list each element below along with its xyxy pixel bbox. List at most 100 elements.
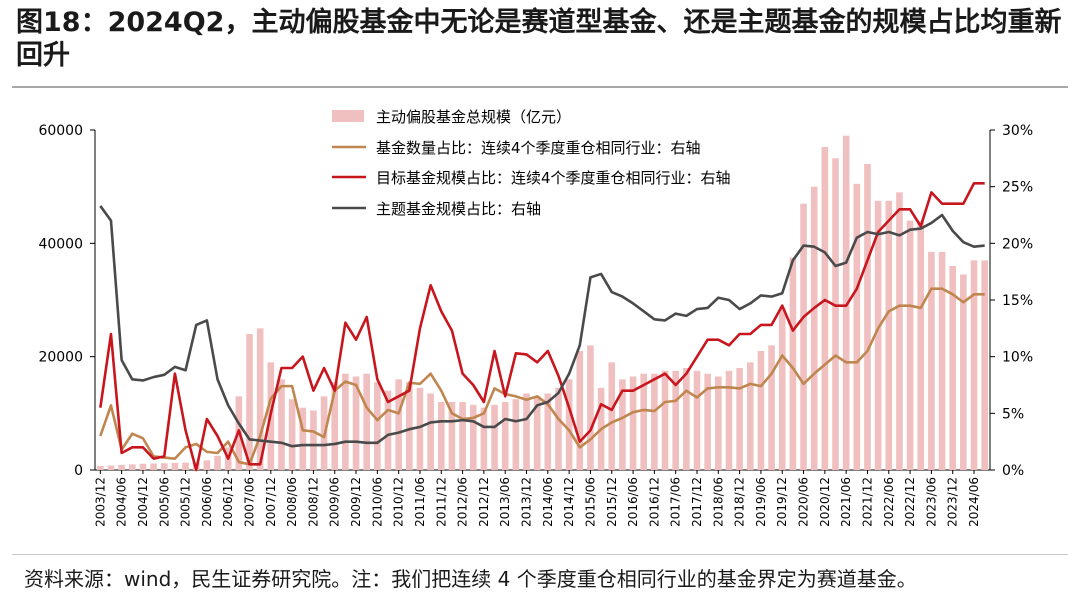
bar-2005/12 [182, 462, 189, 470]
bar-2024/09 [981, 260, 988, 470]
bar-2006/06 [203, 460, 211, 470]
bar-2021/12 [864, 164, 871, 470]
bar-2020/06 [800, 203, 807, 471]
bar-2012/09 [469, 404, 477, 470]
x-tick-label: 2013/06 [498, 477, 512, 527]
left-axis-labels: 0 20000 40000 60000 [38, 123, 95, 479]
figure-title: 图18：2024Q2，主动偏股基金中无论是赛道型基金、还是主题基金的规模占比均重… [16, 7, 1062, 71]
bar-2023/12 [949, 266, 957, 470]
bar-2017/03 [661, 370, 669, 470]
bar-2019/06 [757, 351, 765, 470]
bar-2004/09 [128, 464, 136, 470]
x-tick-label: 2015/06 [583, 477, 597, 527]
right-tick-label: 10% [1002, 350, 1033, 366]
bar-2004/03 [107, 465, 115, 470]
bar-2014/09 [555, 387, 562, 470]
bar-2011/06 [416, 387, 424, 470]
x-tick-label: 2014/06 [541, 477, 555, 527]
x-tick-label: 2010/06 [370, 477, 384, 527]
bar-2019/09 [768, 345, 775, 470]
x-tick-label: 2016/12 [647, 477, 661, 527]
bar-2010/12 [395, 379, 402, 470]
bar-2017/09 [683, 368, 690, 470]
bar-2014/06 [544, 393, 552, 470]
x-tick-label: 2021/06 [839, 477, 853, 527]
bar-2008/06 [288, 399, 296, 470]
line-series [99, 181, 985, 472]
left-tick-label: 0 [74, 463, 83, 479]
x-tick-label: 2024/06 [967, 477, 981, 527]
bar-2007/09 [256, 328, 264, 470]
bar-2007/06 [246, 334, 253, 470]
bar-2017/06 [672, 370, 679, 470]
target-fund-scale-line [99, 181, 985, 472]
x-tick-label: 2022/12 [903, 477, 917, 527]
x-tick-label: 2006/12 [221, 477, 235, 527]
x-tick-label: 2013/12 [520, 477, 534, 527]
bar-2018/09 [725, 370, 733, 470]
bar-2005/06 [160, 463, 168, 470]
bar-2012/03 [448, 402, 456, 470]
bar-2006/09 [214, 455, 221, 470]
x-tick-label: 2003/12 [93, 477, 107, 527]
bar-2013/09 [512, 399, 520, 470]
bar-2013/12 [523, 393, 530, 470]
x-tick-label: 2015/12 [605, 477, 619, 527]
x-tick-label: 2005/12 [179, 477, 193, 527]
x-tick-label: 2019/06 [754, 477, 768, 527]
bar-2009/06 [331, 382, 339, 470]
bar-2009/09 [342, 373, 349, 470]
left-tick-label: 60000 [38, 123, 83, 139]
bar-2004/12 [139, 463, 147, 470]
x-tick-label: 2018/06 [711, 477, 725, 527]
bar-2018/12 [736, 368, 743, 470]
bar-2019/12 [778, 308, 786, 470]
x-tick-label: 2011/12 [434, 477, 448, 527]
bar-2015/12 [608, 362, 616, 470]
chart: 0 20000 40000 60000 0% 5% 10% 15% 20% 25% 30% 200… [38, 108, 1033, 527]
bar-2008/09 [299, 407, 307, 470]
x-tick-label: 2009/06 [328, 477, 342, 527]
bar-2020/03 [789, 257, 797, 470]
right-axis-labels: 0% 5% 10% 15% 20% 25% 30% [990, 123, 1033, 479]
bar-2012/06 [459, 402, 466, 470]
bar-2015/03 [576, 351, 584, 470]
bar-2016/03 [619, 379, 626, 470]
x-tick-label: 2007/12 [264, 477, 278, 527]
left-tick-label: 40000 [38, 236, 83, 252]
right-tick-label: 30% [1002, 123, 1033, 139]
source-note: 资料来源：wind，民生证券研究院。注：我们把连续 4 个季度重仓相同行业的基金… [24, 567, 917, 591]
legend-label: 基金数量占比：连续4个季度重仓相同行业：右轴 [376, 139, 701, 157]
bar-2024/03 [960, 274, 967, 470]
right-tick-label: 20% [1002, 236, 1033, 252]
x-tick-label: 2008/06 [285, 477, 299, 527]
bar-2016/09 [640, 373, 648, 470]
bar-2013/03 [491, 404, 498, 470]
x-tick-label: 2004/06 [115, 477, 129, 527]
x-tick-label: 2004/12 [136, 477, 150, 527]
x-tick-label: 2006/06 [200, 477, 214, 527]
bar-2012/12 [480, 407, 488, 470]
x-tick-label: 2016/06 [626, 477, 640, 527]
right-tick-label: 15% [1002, 293, 1033, 309]
bar-2010/09 [384, 390, 392, 470]
legend-bar-swatch [332, 110, 364, 122]
bar-2023/09 [938, 251, 946, 470]
bar-2024/06 [970, 260, 978, 470]
bar-2009/12 [352, 376, 360, 470]
bar-2022/03 [874, 200, 882, 470]
x-tick-label: 2018/12 [733, 477, 747, 527]
bar-2022/12 [906, 220, 914, 470]
x-tick-label: 2010/12 [392, 477, 406, 527]
x-tick-label: 2022/06 [882, 477, 896, 527]
x-tick-label: 2005/06 [157, 477, 171, 527]
left-tick-label: 20000 [38, 350, 83, 366]
x-tick-label: 2014/12 [562, 477, 576, 527]
x-tick-label: 2020/12 [818, 477, 832, 527]
x-tick-label: 2021/12 [860, 477, 874, 527]
bar-2016/12 [651, 373, 658, 470]
bar-2021/09 [853, 183, 861, 470]
bar-2003/12 [97, 466, 104, 470]
bar-2021/06 [842, 135, 850, 471]
x-tick-label: 2023/06 [924, 477, 938, 527]
